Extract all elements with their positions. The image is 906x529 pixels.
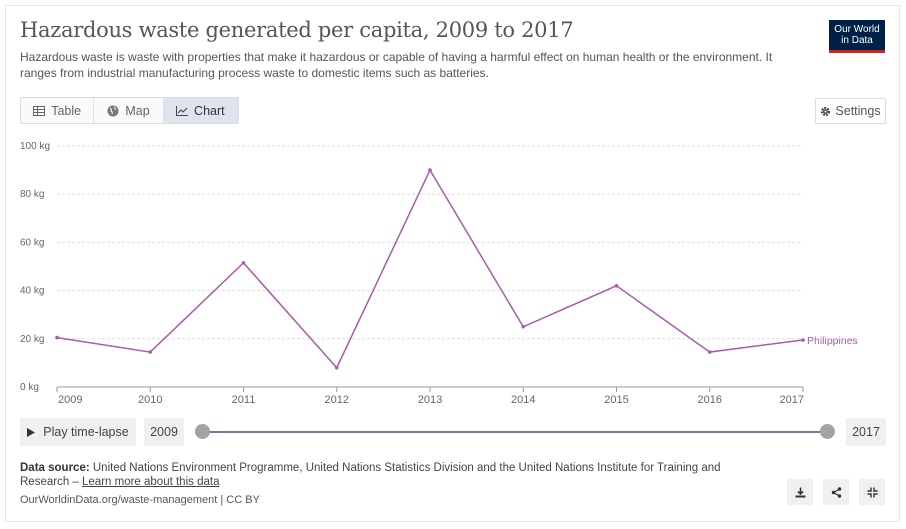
fullscreen-button[interactable] bbox=[859, 479, 885, 505]
data-point[interactable] bbox=[148, 350, 153, 354]
view-tabs: Table Map Chart bbox=[20, 97, 239, 124]
logo-line-1: Our World bbox=[834, 24, 880, 35]
tab-chart-label: Chart bbox=[194, 103, 225, 118]
x-tick-label: 2011 bbox=[232, 394, 256, 406]
x-tick-label: 2015 bbox=[604, 394, 628, 406]
table-icon bbox=[33, 105, 46, 116]
play-label: Play time-lapse bbox=[43, 425, 129, 439]
x-tick-label: 2010 bbox=[138, 394, 162, 406]
source-label: Data source: bbox=[20, 462, 90, 474]
y-tick-label: 20 kg bbox=[20, 334, 44, 345]
chart-title: Hazardous waste generated per capita, 20… bbox=[20, 18, 574, 42]
chart-subtitle: Hazardous waste is waste with properties… bbox=[20, 50, 773, 80]
y-tick-label: 0 kg bbox=[20, 382, 39, 393]
data-point[interactable] bbox=[241, 261, 246, 265]
tab-table-label: Table bbox=[51, 103, 82, 118]
tab-map-label: Map bbox=[125, 103, 150, 118]
y-tick-label: 40 kg bbox=[20, 286, 44, 297]
y-tick-label: 60 kg bbox=[20, 237, 44, 248]
data-point[interactable] bbox=[801, 338, 805, 342]
share-button[interactable] bbox=[823, 479, 849, 505]
learn-more-link[interactable]: Learn more about this data bbox=[82, 476, 220, 488]
share-icon bbox=[831, 486, 841, 498]
data-point[interactable] bbox=[707, 350, 712, 354]
series-label: Philippines bbox=[807, 335, 858, 347]
x-tick-label: 2013 bbox=[418, 394, 442, 406]
settings-label: Settings bbox=[835, 104, 881, 118]
play-icon bbox=[27, 427, 36, 437]
tab-map[interactable]: Map bbox=[94, 98, 162, 123]
data-point[interactable] bbox=[334, 365, 339, 370]
y-tick-label: 80 kg bbox=[20, 189, 44, 200]
x-tick-label: 2016 bbox=[698, 394, 722, 406]
download-button[interactable] bbox=[787, 479, 813, 505]
tab-chart[interactable]: Chart bbox=[162, 98, 238, 123]
y-tick-label: 100 kg bbox=[20, 141, 50, 152]
fullscreen-icon bbox=[867, 487, 877, 497]
chart-footer: Data source: United Nations Environment … bbox=[20, 461, 740, 507]
play-timelapse-button[interactable]: Play time-lapse bbox=[20, 418, 136, 446]
source-text: United Nations Environment Programme, Un… bbox=[20, 462, 721, 488]
gear-icon bbox=[821, 106, 831, 116]
series-line bbox=[56, 168, 804, 370]
x-tick-label: 2014 bbox=[511, 394, 535, 406]
data-point[interactable] bbox=[521, 324, 526, 329]
timeline-end-year: 2017 bbox=[846, 418, 886, 446]
tab-table[interactable]: Table bbox=[21, 98, 95, 123]
x-tick-label: 2009 bbox=[58, 394, 82, 406]
timeline-end-handle[interactable] bbox=[820, 424, 835, 439]
line-chart-icon bbox=[176, 105, 189, 116]
license-text: OurWorldinData.org/waste-management | CC… bbox=[20, 494, 260, 506]
timeline-start-handle[interactable] bbox=[195, 424, 210, 439]
x-tick-label: 2012 bbox=[325, 394, 349, 406]
globe-icon bbox=[107, 105, 119, 116]
download-icon bbox=[795, 487, 805, 497]
settings-button[interactable]: Settings bbox=[815, 98, 886, 124]
x-tick-label: 2017 bbox=[780, 394, 804, 406]
timeline-start-year: 2009 bbox=[144, 418, 184, 446]
logo-line-2: in Data bbox=[841, 35, 873, 46]
data-point[interactable] bbox=[55, 335, 59, 340]
data-point[interactable] bbox=[428, 168, 432, 172]
timeline-slider-track[interactable] bbox=[203, 431, 828, 433]
owid-logo[interactable]: Our World in Data bbox=[829, 20, 885, 53]
data-point[interactable] bbox=[614, 283, 619, 288]
